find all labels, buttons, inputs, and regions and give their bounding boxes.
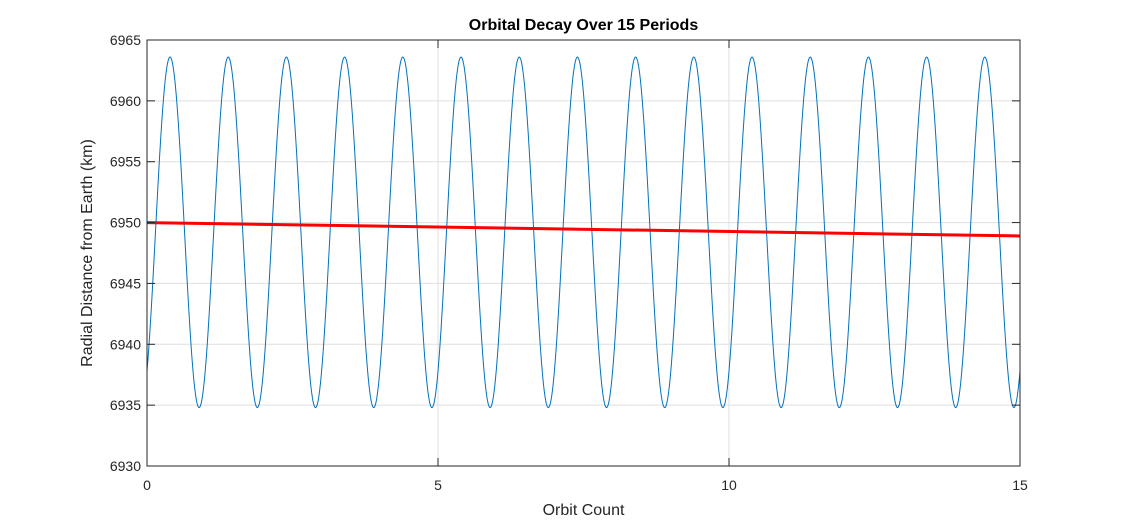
- x-tick-label: 5: [434, 477, 442, 493]
- mean-trend-line: [146, 221, 1021, 238]
- y-tick-label: 6960: [110, 93, 141, 109]
- radial-distance-line: [146, 56, 1021, 409]
- x-tick-label: 0: [143, 477, 151, 493]
- x-tick-label: 15: [1012, 477, 1028, 493]
- axes-frame: [146, 39, 1021, 467]
- y-tick-label: 6935: [110, 397, 141, 413]
- y-tick-label: 6945: [110, 275, 141, 291]
- y-tick-label: 6940: [110, 336, 141, 352]
- y-axis-label: Radial Distance from Earth (km): [79, 139, 96, 367]
- chart-title: Orbital Decay Over 15 Periods: [469, 17, 699, 34]
- grid-lines: [146, 39, 1021, 467]
- plot-area: [147, 40, 1020, 466]
- y-tick-label: 6950: [110, 215, 141, 231]
- data-series: [146, 56, 1021, 409]
- y-tick-label: 6955: [110, 154, 141, 170]
- y-tick-label: 6965: [110, 32, 141, 48]
- y-tick-label: 6930: [110, 458, 141, 474]
- x-axis-label: Orbit Count: [543, 502, 625, 519]
- axis-ticks: 0 5 10 15 6930 6935 6940 6945 6950 6955 6960 6965: [110, 32, 1028, 493]
- x-tick-label: 10: [721, 477, 737, 493]
